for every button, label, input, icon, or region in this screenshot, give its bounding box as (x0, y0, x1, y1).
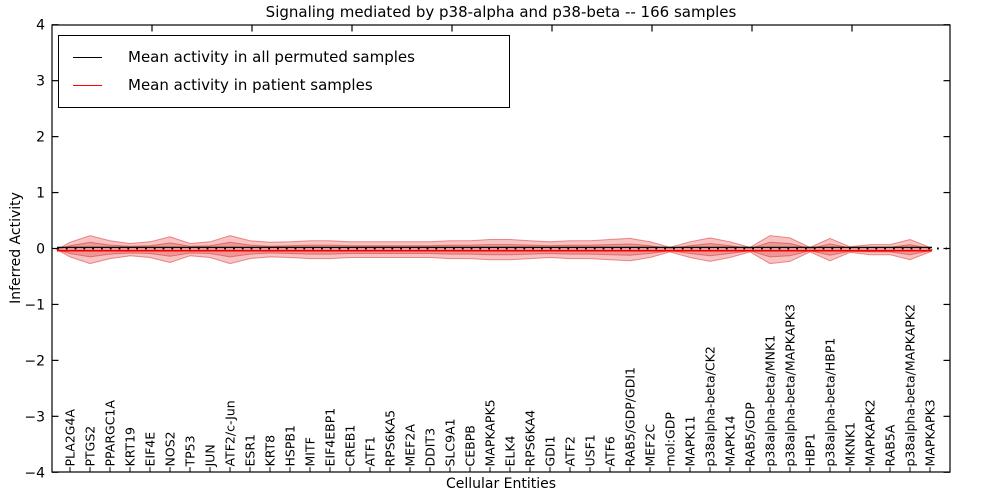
x-tick-label: p38alpha-beta/MAPKAPK2 (903, 304, 918, 467)
x-tick-label: NOS2 (163, 431, 178, 466)
x-tick-label: PLA2G4A (63, 409, 78, 467)
x-tick-label: RPS6KA5 (383, 410, 398, 467)
x-tick-label: MKNK1 (843, 422, 858, 466)
legend-line-permuted-icon (73, 56, 102, 58)
x-axis-label: Cellular Entities (445, 476, 557, 492)
x-tick-label: RAB5/GDP/GDI1 (623, 367, 638, 466)
y-tick-label: 2 (36, 130, 45, 146)
x-tick-label: p38alpha-beta/MAPKAPK3 (783, 304, 798, 467)
y-tick-label: 3 (36, 74, 45, 90)
x-tick-label: PPARGC1A (103, 400, 118, 467)
x-tick-label: CEBPB (463, 425, 478, 466)
x-tick-label: ELK4 (503, 435, 518, 466)
x-tick-label: HBP1 (803, 433, 818, 466)
x-tick-label: ESR1 (243, 434, 258, 466)
legend-label-permuted: Mean activity in all permuted samples (128, 48, 415, 66)
x-tick-label: PTGS2 (83, 426, 98, 467)
x-tick-label: HSPB1 (283, 425, 298, 466)
x-tick-label: MAPK11 (683, 416, 698, 467)
legend-item-permuted: Mean activity in all permuted samples (73, 43, 495, 71)
x-tick-label: TP53 (183, 435, 198, 467)
x-tick-label: KRT8 (263, 435, 278, 467)
y-axis-label: Inferred Activity (8, 192, 24, 304)
x-tick-label: JUN (203, 444, 218, 467)
legend: Mean activity in all permuted samples Me… (58, 35, 510, 108)
y-tick-label: −3 (24, 409, 45, 425)
x-tick-label: MAPKAPK2 (863, 399, 878, 466)
x-tick-label: ATF2/c-Jun (223, 400, 238, 466)
x-tick-label: USF1 (583, 434, 598, 466)
y-tick-label: 1 (36, 186, 45, 202)
legend-item-patient: Mean activity in patient samples (73, 71, 495, 99)
y-tick-label: −4 (24, 465, 45, 481)
y-tick-label: 4 (36, 18, 45, 34)
x-tick-label: ATF1 (363, 436, 378, 466)
x-tick-label: p38alpha-beta/CK2 (703, 346, 718, 466)
x-tick-label: MEF2A (403, 424, 418, 467)
y-tick-label: 0 (36, 242, 45, 258)
y-tick-label: −2 (24, 353, 45, 369)
x-tick-label: RAB5A (883, 424, 898, 466)
x-tick-label: EIF4E (143, 432, 158, 467)
x-tick-label: MAPK14 (723, 415, 738, 466)
x-tick-label: EIF4EBP1 (323, 408, 338, 467)
x-tick-label: ATF2 (563, 436, 578, 466)
x-tick-label: MITF (303, 437, 318, 466)
x-tick-label: MEF2C (643, 424, 658, 467)
x-tick-label: SLC9A1 (443, 418, 458, 466)
x-tick-label: GDI1 (543, 436, 558, 467)
x-tick-label: RAB5/GDP (743, 402, 758, 467)
x-tick-label: MAPKAPK3 (923, 399, 938, 466)
x-tick-label: p38alpha-beta/MNK1 (763, 335, 778, 467)
x-tick-label: KRT19 (123, 427, 138, 467)
x-tick-label: mol:GDP (663, 412, 678, 467)
legend-label-patient: Mean activity in patient samples (128, 76, 373, 94)
legend-line-patient-icon (73, 84, 102, 86)
x-tick-label: ATF6 (603, 436, 618, 466)
chart-title: Signaling mediated by p38-alpha and p38-… (265, 3, 737, 21)
x-tick-label: CREB1 (343, 425, 358, 467)
y-tick-label: −1 (24, 297, 45, 313)
patient-activity-band-inner (55, 241, 934, 258)
x-tick-label: MAPKAPK5 (483, 399, 498, 466)
x-tick-label: p38alpha-beta/HBP1 (823, 338, 838, 467)
x-tick-label: DDIT3 (423, 428, 438, 467)
x-tick-label: RPS6KA4 (523, 410, 538, 467)
